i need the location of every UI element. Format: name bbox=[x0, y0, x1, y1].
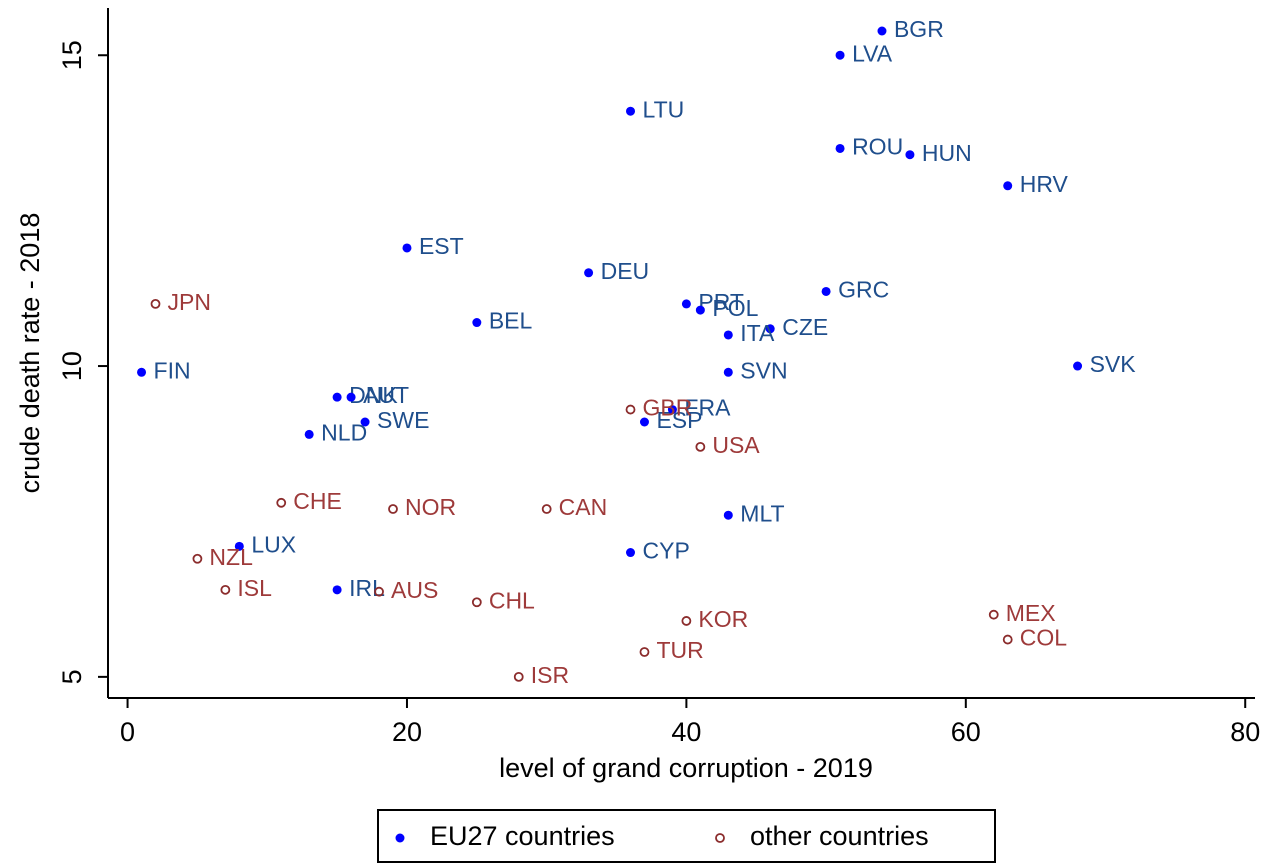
point bbox=[513, 671, 524, 682]
point-label: MEX bbox=[1006, 600, 1056, 626]
point-label: HRV bbox=[1020, 171, 1069, 197]
point bbox=[332, 585, 342, 595]
point-label: TUR bbox=[656, 637, 703, 663]
point bbox=[625, 404, 636, 415]
x-tick-label: 0 bbox=[120, 717, 135, 747]
point bbox=[1002, 634, 1013, 645]
point-label: AUS bbox=[391, 577, 438, 603]
y-axis-title: crude death rate - 2018 bbox=[15, 213, 45, 494]
point bbox=[150, 298, 161, 309]
point bbox=[905, 150, 915, 160]
point bbox=[723, 330, 733, 340]
point-label: ITA bbox=[740, 320, 775, 346]
point bbox=[765, 324, 775, 334]
point-label: BEL bbox=[489, 308, 533, 334]
y-tick-label: 10 bbox=[57, 351, 87, 381]
point-label: DNK bbox=[349, 382, 398, 408]
point-label: LTU bbox=[643, 96, 685, 122]
point-label: SVN bbox=[740, 357, 787, 383]
point-label: FRA bbox=[684, 395, 731, 421]
legend-box bbox=[377, 809, 996, 863]
point-label: USA bbox=[712, 432, 760, 458]
y-tick-label: 5 bbox=[57, 669, 87, 684]
point bbox=[402, 243, 412, 253]
point bbox=[471, 597, 482, 608]
point bbox=[835, 50, 845, 60]
point-label: JPN bbox=[168, 289, 211, 315]
point bbox=[1073, 361, 1083, 371]
point bbox=[877, 26, 887, 36]
legend-label: other countries bbox=[750, 821, 929, 851]
point bbox=[626, 106, 636, 116]
point-label: GBR bbox=[643, 395, 693, 421]
legend-label: EU27 countries bbox=[430, 821, 615, 851]
x-axis-title: level of grand corruption - 2019 bbox=[499, 753, 873, 783]
point-label: ISR bbox=[531, 662, 569, 688]
point-label: NZL bbox=[209, 544, 253, 570]
point bbox=[681, 616, 692, 626]
point bbox=[220, 584, 231, 595]
point-label: BGR bbox=[894, 16, 944, 42]
point-label: MLT bbox=[740, 500, 784, 526]
y-tick-label: 15 bbox=[57, 40, 87, 70]
point-label: SVK bbox=[1090, 351, 1137, 377]
point-label: FIN bbox=[154, 357, 191, 383]
x-tick-label: 40 bbox=[671, 717, 701, 747]
point-label: POL bbox=[712, 295, 758, 321]
point bbox=[821, 286, 831, 296]
point-label: HUN bbox=[922, 140, 972, 166]
point bbox=[276, 497, 287, 508]
point-label: ROU bbox=[852, 134, 903, 160]
point bbox=[715, 833, 725, 843]
point-label: GRC bbox=[838, 277, 889, 303]
point-label: EST bbox=[419, 233, 464, 259]
point bbox=[541, 504, 552, 514]
point bbox=[695, 305, 705, 315]
point-label: CZE bbox=[782, 314, 828, 340]
point-label: DEU bbox=[601, 258, 650, 284]
point-label: KOR bbox=[698, 606, 748, 632]
point-label: CAN bbox=[559, 494, 608, 520]
point bbox=[723, 510, 733, 520]
point bbox=[360, 417, 370, 427]
point bbox=[681, 299, 691, 309]
point-label: NLD bbox=[321, 420, 367, 446]
point bbox=[667, 405, 677, 415]
point bbox=[723, 367, 733, 377]
point bbox=[695, 441, 706, 452]
point bbox=[639, 417, 649, 427]
point-label: LVA bbox=[852, 40, 893, 66]
point-label: LUX bbox=[251, 531, 296, 557]
point bbox=[234, 541, 244, 551]
point-label: NOR bbox=[405, 494, 456, 520]
point-label: COL bbox=[1020, 625, 1068, 651]
point bbox=[192, 553, 203, 564]
point-label: AUT bbox=[363, 382, 409, 408]
point bbox=[1003, 181, 1013, 191]
point bbox=[626, 548, 636, 558]
point-label: ESP bbox=[656, 407, 702, 433]
point bbox=[584, 268, 594, 278]
point bbox=[332, 392, 342, 402]
point-label: SWE bbox=[377, 407, 429, 433]
point bbox=[388, 504, 398, 514]
point bbox=[374, 586, 384, 597]
point bbox=[639, 647, 650, 657]
point bbox=[988, 609, 999, 620]
x-tick-label: 80 bbox=[1230, 717, 1260, 747]
x-tick-label: 20 bbox=[392, 717, 422, 747]
point bbox=[304, 429, 314, 439]
point bbox=[137, 367, 147, 377]
point bbox=[395, 833, 405, 843]
point bbox=[472, 318, 482, 328]
point-label: CHL bbox=[489, 587, 535, 613]
point-label: CYP bbox=[643, 538, 690, 564]
point-label: ISL bbox=[237, 575, 272, 601]
point bbox=[835, 143, 845, 153]
point-label: CHE bbox=[293, 488, 342, 514]
point-label: PRT bbox=[698, 289, 744, 315]
x-tick-label: 60 bbox=[951, 717, 981, 747]
point bbox=[346, 392, 356, 402]
